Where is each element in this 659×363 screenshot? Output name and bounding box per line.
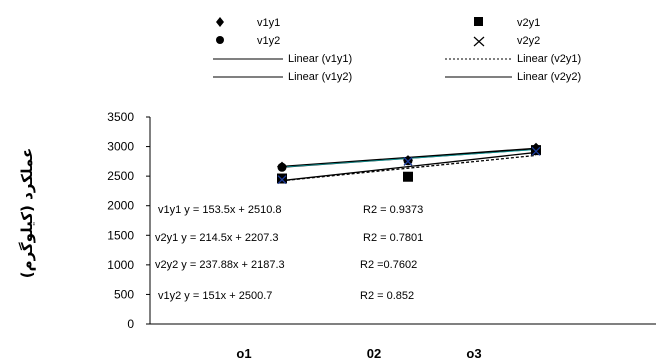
legend-item-v2y2: v2y2 (473, 35, 540, 47)
annotations: v1y1 y = 153.5x + 2510.8 R2 = 0.9373 v2y… (155, 204, 423, 302)
y-tick-label: 500 (114, 287, 134, 301)
y-tick-label: 0 (127, 317, 134, 331)
legend-label: Linear (v2y2) (517, 71, 581, 83)
y-tick-label: 2000 (107, 199, 134, 213)
data-point-v2y2 (531, 146, 541, 156)
legend-label: v2y1 (517, 17, 540, 29)
legend-item-v2y1: v2y1 (474, 17, 540, 29)
annotation-r2: R2 = 0.9373 (363, 204, 423, 216)
data-point-v1y2 (531, 144, 541, 154)
trendline (281, 154, 537, 182)
circle-marker-icon (216, 36, 224, 44)
y-tick-label: 1500 (107, 228, 134, 242)
data-points (277, 142, 541, 185)
y-axis-label: عملکرد (کیلوگرم) (18, 148, 36, 279)
y-tick-label: 2500 (107, 169, 134, 183)
y-tick-label: 1000 (107, 258, 134, 272)
annotation-equation: v2y1 y = 214.5x + 2207.3 (155, 232, 279, 244)
legend-item-linear-v1y2: Linear (v1y2) (213, 71, 352, 83)
data-point-v2y1 (277, 173, 287, 184)
legend-item-linear-v2y1: Linear (v2y1) (445, 53, 581, 65)
x-tick-label: o1 (236, 346, 251, 361)
data-point-v2y2 (403, 156, 413, 166)
legend-label: Linear (v1y1) (288, 53, 352, 65)
legend-item-linear-v2y2: Linear (v2y2) (445, 71, 581, 83)
legend-label: Linear (v2y1) (517, 53, 581, 65)
diamond-marker-icon (216, 17, 224, 27)
x-tick-label: o3 (466, 346, 481, 361)
y-tick-label: 3500 (107, 110, 134, 124)
legend-label: v2y2 (517, 35, 540, 47)
legend: v1y1 v1y2 Linear (v1y1) Linear (v1y2) v2… (213, 17, 581, 83)
trendline (281, 151, 537, 182)
x-ticks: o1 02 o3 (236, 346, 481, 361)
annotation-equation: v2y2 y = 237.88x + 2187.3 (155, 259, 285, 271)
legend-item-v1y1: v1y1 (216, 17, 280, 29)
data-point-v2y1 (403, 171, 413, 182)
legend-item-v1y2: v1y2 (216, 35, 280, 47)
legend-label: Linear (v1y2) (288, 71, 352, 83)
legend-item-linear-v1y1: Linear (v1y1) (213, 53, 352, 65)
annotation-equation: v1y2 y = 151x + 2500.7 (158, 290, 272, 302)
annotation-r2: R2 = 0.7801 (363, 232, 423, 244)
data-point-v2y2 (277, 175, 287, 185)
x-marker-icon (473, 36, 485, 47)
y-tick-label: 3000 (107, 140, 134, 154)
annotation-equation: v1y1 y = 153.5x + 2510.8 (158, 204, 282, 216)
legend-label: v1y2 (257, 35, 280, 47)
y-ticks: 0 500 1000 1500 2000 2500 3000 3500 (107, 110, 150, 331)
legend-label: v1y1 (257, 17, 280, 29)
data-point-v1y2 (277, 162, 287, 172)
annotation-r2: R2 = 0.852 (360, 290, 414, 302)
square-marker-icon (474, 17, 483, 26)
annotation-r2: R2 =0.7602 (360, 259, 417, 271)
x-tick-label: 02 (367, 346, 381, 361)
